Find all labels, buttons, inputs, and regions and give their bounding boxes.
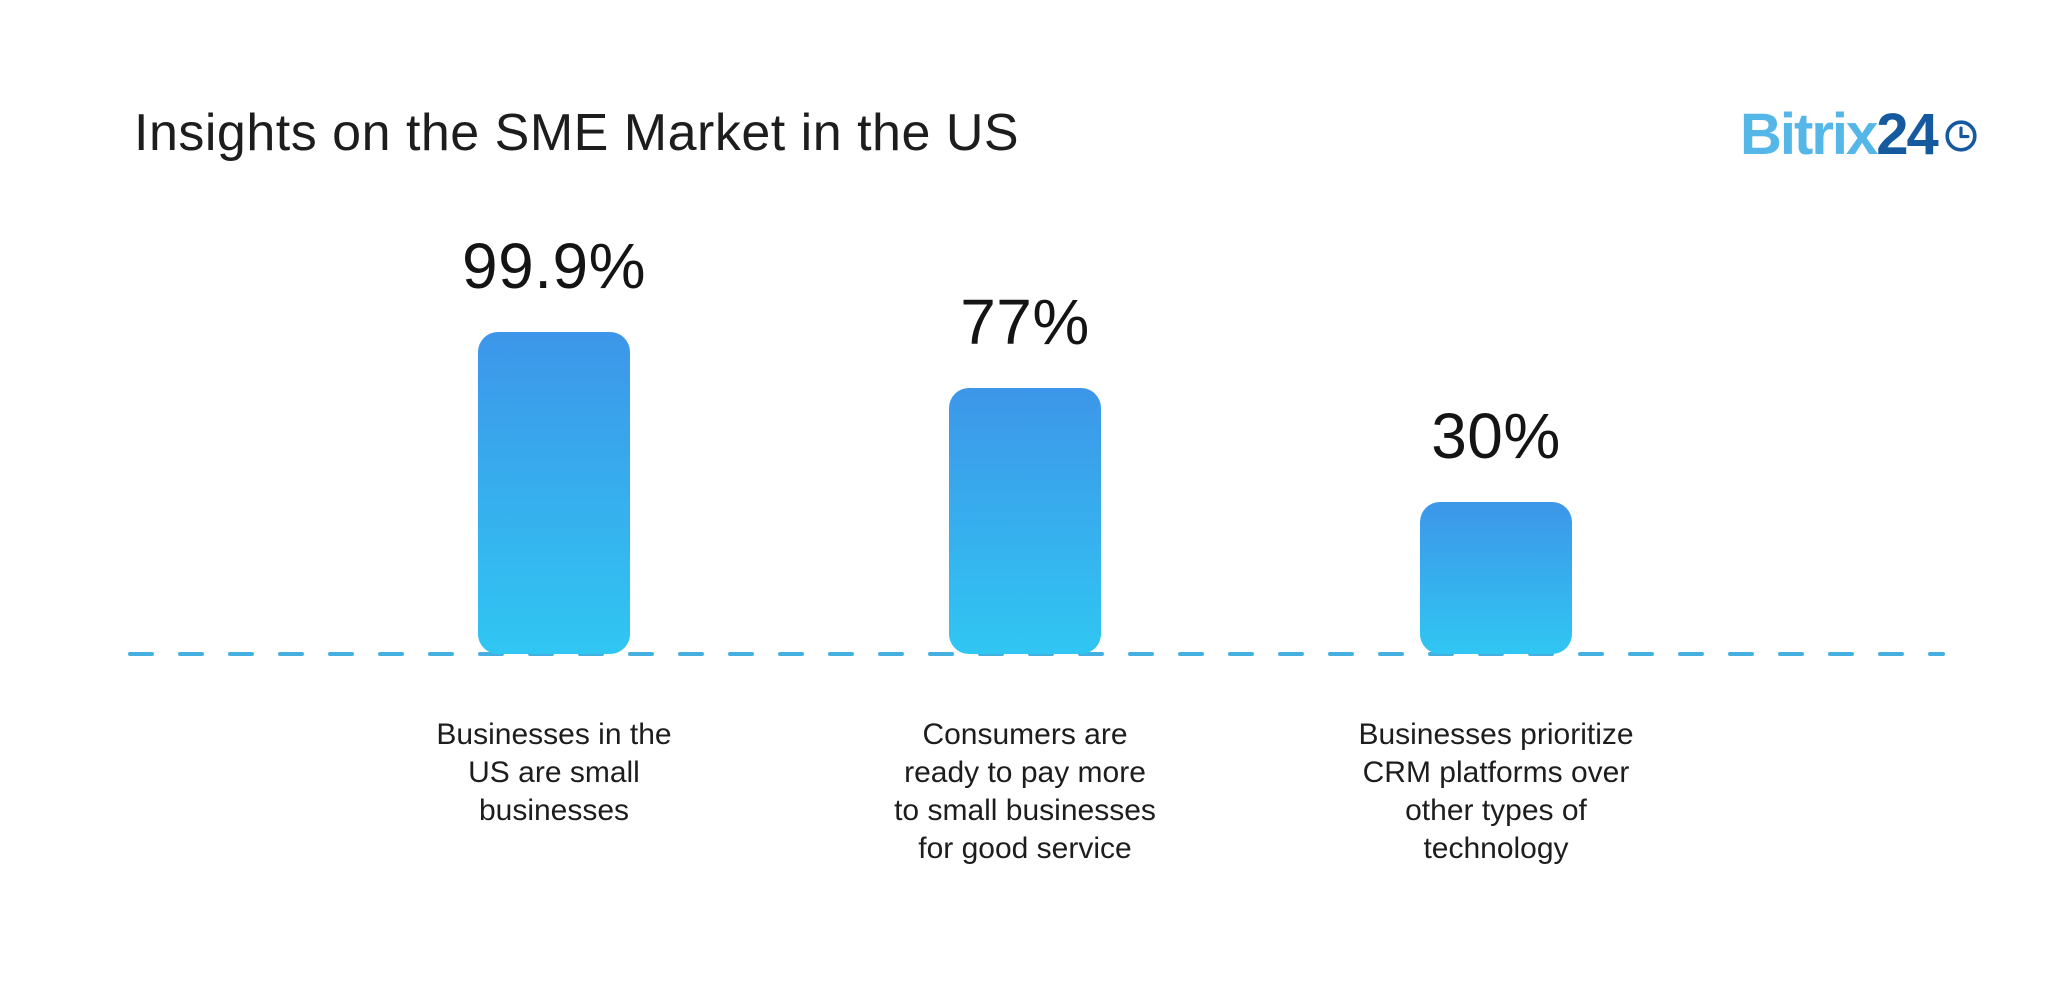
clock-icon — [1945, 120, 1977, 152]
bar-caption: Businesses prioritize CRM platforms over… — [1358, 718, 1634, 865]
bar — [949, 388, 1101, 654]
logo-text-bitrix: Bitrix — [1740, 102, 1878, 167]
bar-group-crm-priority: 30% Businesses prioritize CRM platforms … — [1276, 0, 1716, 1000]
bar-group-consumers-pay-more: 77% Consumers are ready to pay more to s… — [805, 0, 1245, 1000]
bar-caption: Consumers are ready to pay more to small… — [894, 718, 1156, 865]
bar-group-small-businesses: 99.9% Businesses in the US are small bus… — [334, 0, 774, 1000]
bar — [478, 332, 630, 654]
bar — [1420, 502, 1572, 654]
bitrix24-logo: Bitrix 24 — [1740, 106, 1978, 164]
value-label: 77% — [960, 286, 1090, 358]
value-label: 99.9% — [462, 230, 646, 302]
bar-caption: Businesses in the US are small businesse… — [436, 718, 672, 827]
value-label: 30% — [1431, 400, 1561, 472]
logo-text-24: 24 — [1876, 102, 1938, 167]
page-title: Insights on the SME Market in the US — [134, 104, 1020, 162]
